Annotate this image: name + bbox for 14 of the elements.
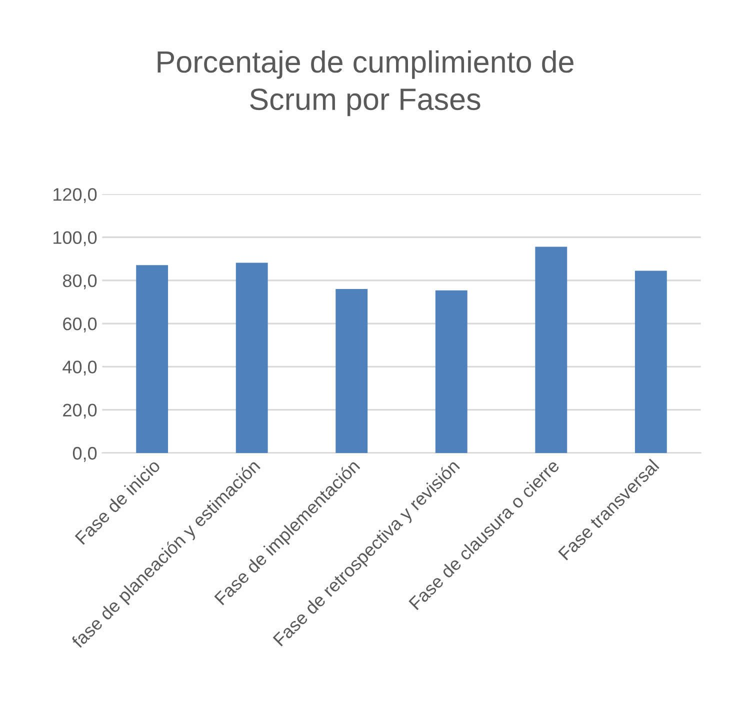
bar bbox=[535, 246, 568, 453]
y-tick-label: 60,0 bbox=[63, 317, 97, 332]
bar bbox=[236, 262, 268, 453]
bar bbox=[136, 265, 168, 453]
y-tick-label: 80,0 bbox=[62, 274, 97, 290]
y-tick-label: 100,0 bbox=[54, 231, 97, 246]
bar bbox=[435, 290, 468, 453]
y-tick-label: 0,0 bbox=[72, 446, 97, 462]
y-tick-label: 120,0 bbox=[54, 188, 97, 203]
y-tick-label: 40,0 bbox=[62, 360, 97, 376]
y-tick-label: 20,0 bbox=[63, 404, 97, 419]
bar bbox=[336, 289, 368, 453]
bar bbox=[634, 270, 667, 453]
chart-title: Porcentaje de cumplimiento de Scrum por Fases bbox=[158, 50, 574, 116]
